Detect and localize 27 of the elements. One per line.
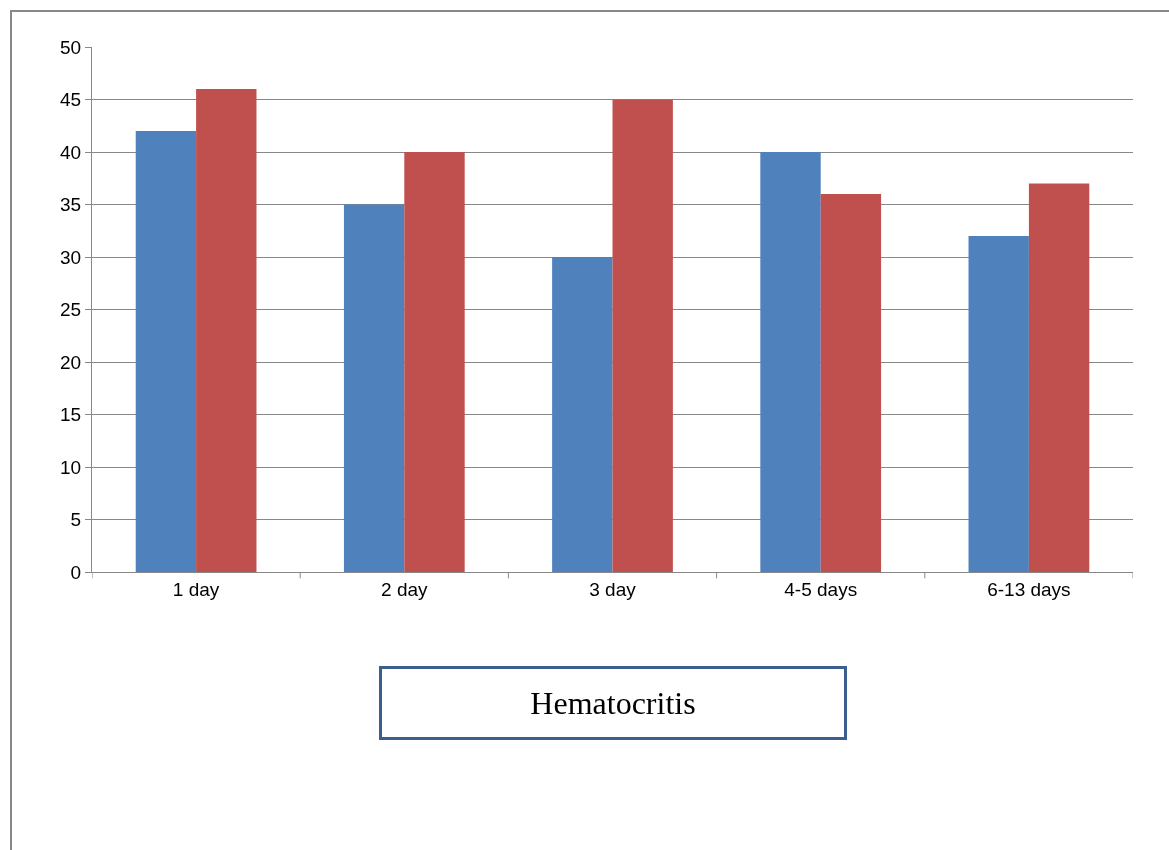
x-tick-label: 2 day	[381, 578, 429, 600]
y-tick-label: 45	[60, 89, 82, 111]
y-tick-label: 35	[60, 194, 82, 216]
x-tick-label: 6-13 days	[987, 578, 1071, 600]
y-tick-label: 10	[60, 456, 82, 478]
bar	[820, 194, 882, 572]
bar	[404, 152, 465, 572]
bar	[552, 257, 613, 572]
bar	[1028, 183, 1090, 572]
x-tick-label: 3 day	[589, 578, 637, 600]
y-tick-label: 15	[60, 404, 82, 426]
y-tick-label: 0	[70, 561, 82, 583]
y-tick-label: 5	[70, 509, 82, 531]
y-tick-label: 40	[60, 141, 82, 163]
bar	[135, 131, 197, 572]
bar	[196, 89, 257, 572]
y-tick-label: 30	[60, 246, 82, 268]
bar	[612, 99, 673, 572]
bar	[760, 152, 821, 572]
x-tick-label: 1 day	[172, 578, 220, 600]
bar	[343, 204, 405, 572]
x-tick-label: 4-5 days	[784, 578, 858, 600]
bar	[968, 236, 1029, 572]
y-tick-label: 25	[60, 299, 82, 321]
y-tick-label: 20	[60, 351, 82, 373]
y-tick-label: 50	[60, 36, 82, 58]
text: Hematocritis	[530, 685, 696, 721]
